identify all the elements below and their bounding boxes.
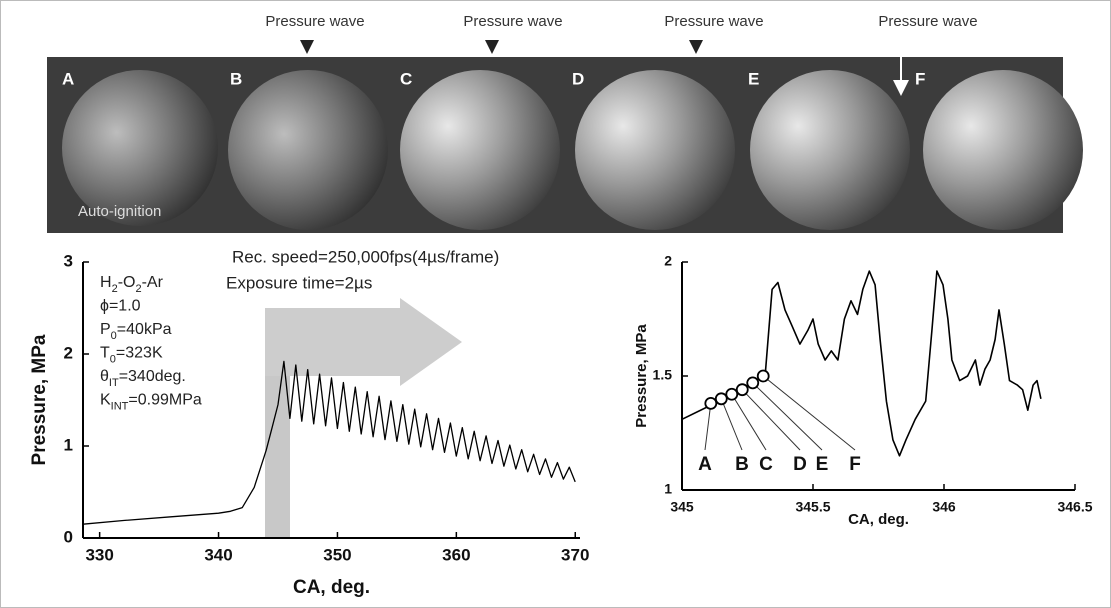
frame-label: C: [400, 69, 412, 88]
frame-label: D: [572, 69, 584, 88]
pressure-line: [82, 360, 576, 525]
condition-text: K: [100, 392, 111, 409]
marker: [725, 387, 739, 401]
condition-text: -Ar: [142, 274, 164, 291]
condition: T0=323K: [100, 345, 163, 366]
condition-subscript: 0: [110, 353, 116, 365]
pressure-wave-label: Pressure wave: [265, 13, 364, 30]
condition-text: =340deg.: [119, 368, 186, 385]
x-axis-label: CA, deg.: [848, 511, 909, 528]
condition: P0=40kPa: [100, 321, 172, 342]
condition-subscript: IT: [109, 377, 119, 389]
condition: KINT=0.99MPa: [100, 392, 202, 413]
pressure-wave-label: Pressure wave: [664, 13, 763, 30]
y-tick-label: 3: [64, 251, 73, 270]
condition-text: θ: [100, 368, 109, 385]
frame-image: [575, 70, 735, 230]
marker: [746, 376, 760, 390]
marker-label: D: [793, 454, 807, 475]
leader-line: [704, 403, 712, 451]
frame-image: [228, 70, 388, 230]
frame-label: E: [748, 69, 759, 88]
marker-label: C: [759, 454, 773, 475]
pressure-line: [681, 270, 1042, 457]
wave-arrow: [689, 40, 703, 54]
frame-image: [400, 70, 560, 230]
y-tick-label: 1: [664, 481, 672, 497]
x-tick-label: 370: [561, 545, 589, 564]
condition-text: T: [100, 345, 110, 362]
condition-text: =40kPa: [117, 321, 172, 338]
wave-arrow: [893, 80, 909, 96]
condition-text: P: [100, 321, 111, 338]
leader-line: [762, 375, 856, 451]
wave-arrow: [300, 40, 314, 54]
marker: [714, 392, 728, 406]
y-tick-label: 2: [664, 253, 672, 269]
pressure-wave-label: Pressure wave: [463, 13, 562, 30]
frame-image: [62, 70, 218, 226]
leader-line: [720, 398, 743, 451]
x-tick-label: 330: [85, 545, 113, 564]
condition-subscript: 2: [112, 283, 118, 295]
marker: [756, 369, 770, 383]
x-tick-label: 360: [442, 545, 470, 564]
image-strip: [47, 34, 1083, 233]
frame-label: B: [230, 69, 242, 88]
frame-label: A: [62, 69, 74, 88]
marker-label: F: [849, 454, 861, 475]
x-tick-label: 346.5: [1057, 499, 1092, 515]
frame-image: [750, 70, 910, 230]
x-tick-label: 340: [204, 545, 232, 564]
condition-text: H: [100, 274, 112, 291]
condition-text: ϕ=1.0: [100, 298, 141, 315]
y-tick-label: 1.5: [653, 367, 673, 383]
condition-text: -O: [118, 274, 136, 291]
condition: ϕ=1.0: [100, 298, 141, 315]
marker-label: A: [698, 454, 712, 475]
annotation: Exposure time=2µs: [226, 273, 372, 292]
condition: θIT=340deg.: [100, 368, 186, 389]
condition-subscript: 2: [135, 283, 141, 295]
frame-label: F: [915, 69, 925, 88]
caption: Auto-ignition: [78, 203, 161, 220]
y-axis-label: Pressure, MPa: [633, 324, 650, 428]
marker: [735, 383, 749, 397]
annotation: Rec. speed=250,000fps(4µs/frame): [232, 247, 499, 266]
condition-subscript: INT: [111, 400, 129, 412]
condition-subscript: 0: [111, 330, 117, 342]
y-tick-label: 2: [64, 343, 73, 362]
condition: H2-O2-Ar: [100, 274, 164, 295]
x-tick-label: 346: [932, 499, 956, 515]
condition-text: =0.99MPa: [128, 392, 201, 409]
x-tick-label: 345: [670, 499, 694, 515]
x-tick-label: 345.5: [795, 499, 830, 515]
y-tick-label: 0: [64, 527, 73, 546]
time-arrow: [265, 298, 462, 386]
marker: [704, 396, 718, 410]
marker-label: E: [816, 454, 829, 475]
marker-label: B: [735, 454, 749, 475]
leader-line: [741, 389, 801, 451]
y-axis-label: Pressure, MPa: [29, 334, 50, 465]
frame-image: [923, 70, 1083, 230]
pressure-wave-label: Pressure wave: [878, 13, 977, 30]
x-axis-label: CA, deg.: [293, 577, 370, 598]
x-tick-label: 350: [323, 545, 351, 564]
leader-line: [752, 382, 823, 451]
y-tick-label: 1: [64, 435, 73, 454]
wave-arrow: [485, 40, 499, 54]
condition-text: =323K: [116, 345, 163, 362]
leader-line: [731, 393, 767, 451]
